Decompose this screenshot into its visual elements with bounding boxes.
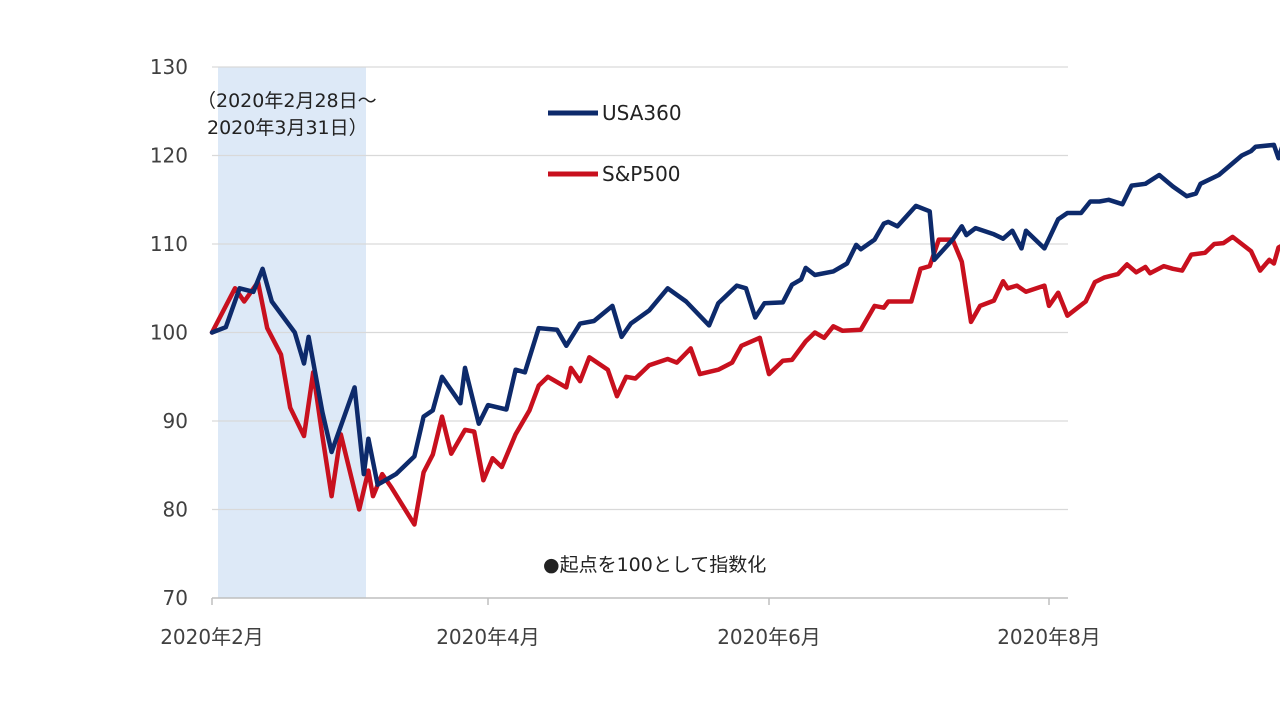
index-note: ●起点を100として指数化	[543, 554, 766, 576]
x-tick-label: 2020年6月	[717, 625, 821, 649]
y-tick-label: 100	[150, 321, 188, 345]
y-tick-label: 90	[163, 409, 188, 433]
y-tick-label: 130	[150, 55, 188, 79]
y-axis: 70 80 90 100 110 120 130	[150, 55, 188, 610]
series-line-usa360	[209, 142, 1280, 487]
legend-label-sp500: S&P500	[602, 162, 681, 186]
shaded-period-label-line2: 2020年3月31日）	[207, 117, 368, 139]
gridlines	[212, 66, 1068, 511]
shaded-period-label-line1: （2020年2月28日～	[197, 90, 377, 112]
series-lines	[209, 142, 1280, 527]
y-tick-label: 120	[150, 144, 188, 168]
legend-label-usa360: USA360	[602, 101, 682, 125]
y-tick-label: 70	[163, 586, 188, 610]
x-tick-label: 2020年4月	[436, 625, 540, 649]
legend: USA360 S&P500	[548, 101, 682, 186]
y-tick-label: 80	[163, 498, 188, 522]
x-tick-label: 2020年8月	[997, 625, 1101, 649]
x-axis: 2020年2月 2020年4月 2020年6月 2020年8月	[160, 597, 1101, 649]
x-tick-label: 2020年2月	[160, 625, 264, 649]
y-tick-label: 110	[150, 232, 188, 256]
series-line-sp500	[209, 234, 1280, 527]
